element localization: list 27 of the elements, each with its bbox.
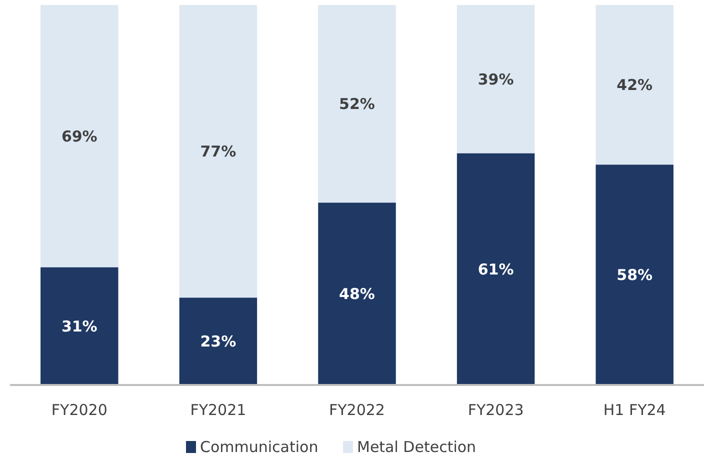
x-tick-label: FY2022 (329, 401, 385, 419)
bar (40, 267, 118, 385)
bar (318, 202, 396, 385)
legend-label: Metal Detection (357, 438, 476, 456)
bar (596, 5, 674, 165)
data-label: 31% (61, 317, 98, 336)
bar (179, 298, 258, 385)
data-label: 69% (61, 127, 98, 146)
bar (456, 153, 535, 385)
data-label: 58% (616, 266, 653, 284)
data-label: 39% (478, 70, 514, 88)
data-label: 48% (339, 285, 375, 304)
legend-label: Communication (200, 438, 318, 456)
data-label: 42% (616, 76, 653, 94)
x-tick-label: FY2023 (468, 401, 524, 419)
bar (40, 5, 118, 268)
bar (318, 5, 396, 203)
data-label: 52% (339, 95, 375, 114)
x-tick-label: FY2021 (190, 401, 246, 419)
bar (179, 5, 258, 298)
x-tick-label: H1 FY24 (603, 401, 666, 419)
bar (596, 164, 674, 385)
data-label: 61% (478, 260, 514, 278)
data-label: 77% (200, 142, 236, 161)
x-tick-label: FY2020 (51, 401, 108, 419)
data-label: 23% (200, 332, 236, 351)
bar (456, 5, 535, 154)
